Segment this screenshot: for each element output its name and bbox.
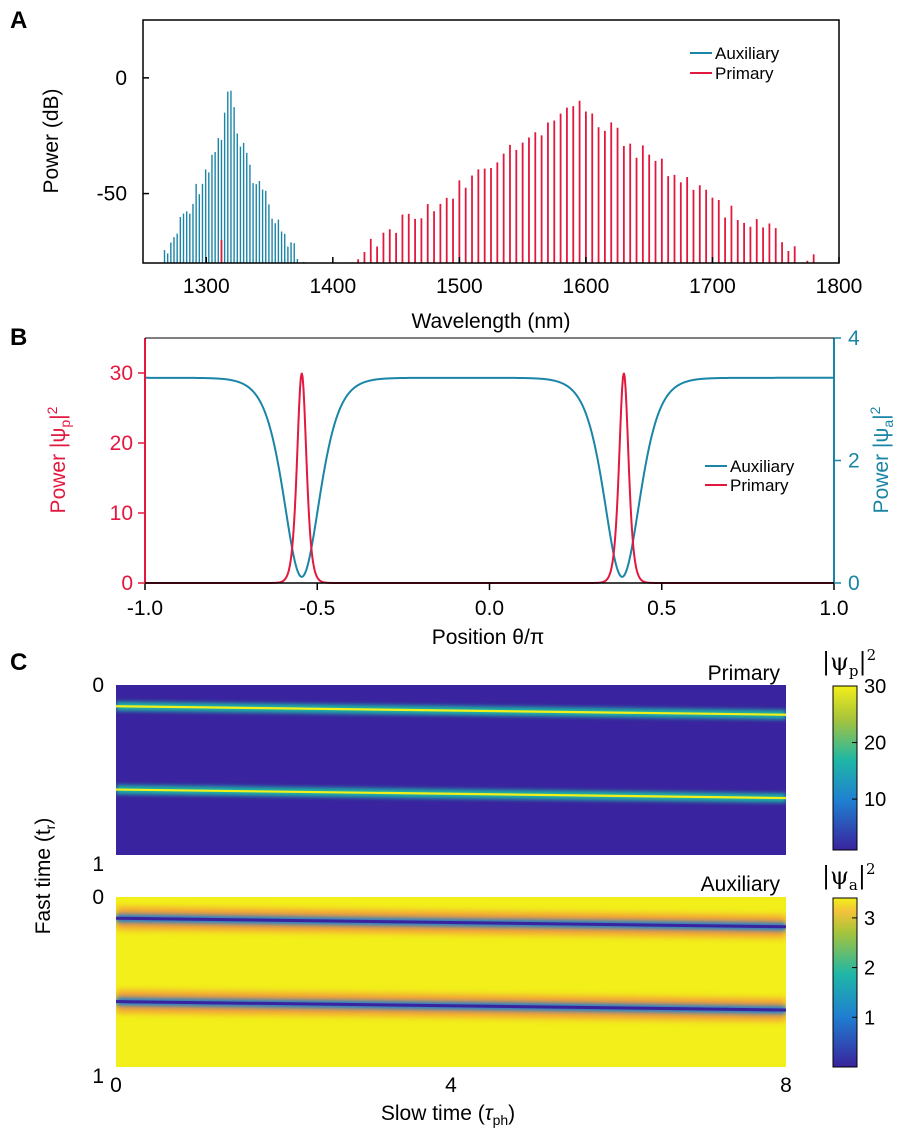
panel-a-legend: Auxiliary Primary (690, 44, 780, 83)
x-tick-label: 0.5 (647, 597, 676, 620)
panel-b-legend: Auxiliary Primary (705, 457, 795, 495)
x-tick-label: 1800 (816, 275, 863, 298)
heatmap-primary-lines (116, 701, 786, 803)
panel-a-ylabel: Power (dB) (40, 88, 63, 193)
y-tick-label: 0 (115, 67, 127, 90)
y-left-tick-label: 0 (121, 572, 133, 595)
dip-track (116, 1000, 786, 1012)
heatmap-auxiliary-title: Auxiliary (701, 873, 781, 896)
colorbar-tick-label: 2 (864, 958, 875, 980)
y-tick-label: 0 (92, 674, 104, 697)
heatmap-primary-title: Primary (708, 662, 781, 685)
legend-a-aux-label: Auxiliary (715, 44, 780, 63)
panel-c-ylabel: Fast time (tr) (32, 818, 58, 935)
panel-label-b: B (10, 324, 27, 351)
y-right-tick-label: 0 (848, 572, 860, 595)
panel-a-ticks: 1300 1400 1500 1600 1700 1800 0 -50 (97, 67, 863, 298)
x-tick-label: 1.0 (819, 597, 848, 620)
panel-a-spectrum: 1300 1400 1500 1600 1700 1800 0 -50 Wavelength … (40, 19, 863, 333)
colorbar-auxiliary-label: |ψa|2 (822, 860, 876, 894)
y-left-tick-label: 10 (110, 502, 133, 525)
y-left-tick-label: 20 (110, 432, 133, 455)
legend-b-aux-label: Auxiliary (730, 457, 795, 476)
y-tick-label: 0 (92, 886, 104, 909)
colorbar-primary-label: |ψp|2 (822, 646, 876, 680)
x-tick-label: 0 (110, 1074, 122, 1097)
y-tick-label: -50 (97, 183, 127, 206)
panel-b-right-ylabel: Power |ψa|2 (867, 406, 896, 513)
x-tick-label: 1500 (436, 275, 483, 298)
colorbar-tick-label: 3 (864, 908, 875, 930)
auxiliary-curve (145, 376, 834, 578)
x-tick-label: 4 (445, 1074, 457, 1097)
y-tick-label: 1 (92, 1065, 104, 1088)
y-right-tick-label: 4 (848, 327, 860, 350)
x-tick-label: 1600 (563, 275, 610, 298)
panel-a-xlabel: Wavelength (nm) (411, 310, 570, 333)
x-tick-label: 1300 (183, 275, 230, 298)
heatmap-auxiliary-lines (116, 907, 786, 1022)
panel-label-c: C (10, 649, 27, 676)
colorbar-ticks: 30 20 10 3 2 1 (852, 676, 886, 1029)
legend-b-primary-label: Primary (730, 476, 789, 495)
colorbar-tick-label: 30 (864, 676, 886, 698)
y-tick-label: 1 (92, 853, 104, 876)
panel-b-xlabel: Position θ/π (432, 626, 545, 649)
soliton-track (116, 788, 786, 800)
x-tick-label: 1400 (309, 275, 356, 298)
y-right-tick-label: 2 (848, 450, 860, 473)
legend-a-primary-label: Primary (715, 64, 774, 83)
spectrum-lines (163, 90, 815, 263)
colorbar-tick-label: 10 (864, 789, 886, 811)
x-tick-label: 0.0 (475, 597, 504, 620)
y-left-tick-label: 30 (110, 362, 133, 385)
x-tick-label: -1.0 (127, 597, 163, 620)
panel-label-a: A (10, 7, 27, 34)
panel-a-frame (142, 19, 840, 264)
colorbar-primary (832, 685, 858, 851)
dip-track (116, 916, 786, 929)
colorbar-tick-label: 20 (864, 733, 886, 755)
colorbar-auxiliary (832, 897, 858, 1068)
panel-b-left-ylabel: Power |ψp|2 (44, 406, 73, 513)
x-tick-label: -0.5 (299, 597, 335, 620)
panel-c-xlabel: Slow time (τph) (381, 1102, 515, 1128)
soliton-track (116, 705, 786, 716)
x-tick-label: 1700 (689, 275, 736, 298)
x-tick-label: 8 (780, 1074, 792, 1097)
colorbar-tick-label: 1 (864, 1007, 875, 1029)
